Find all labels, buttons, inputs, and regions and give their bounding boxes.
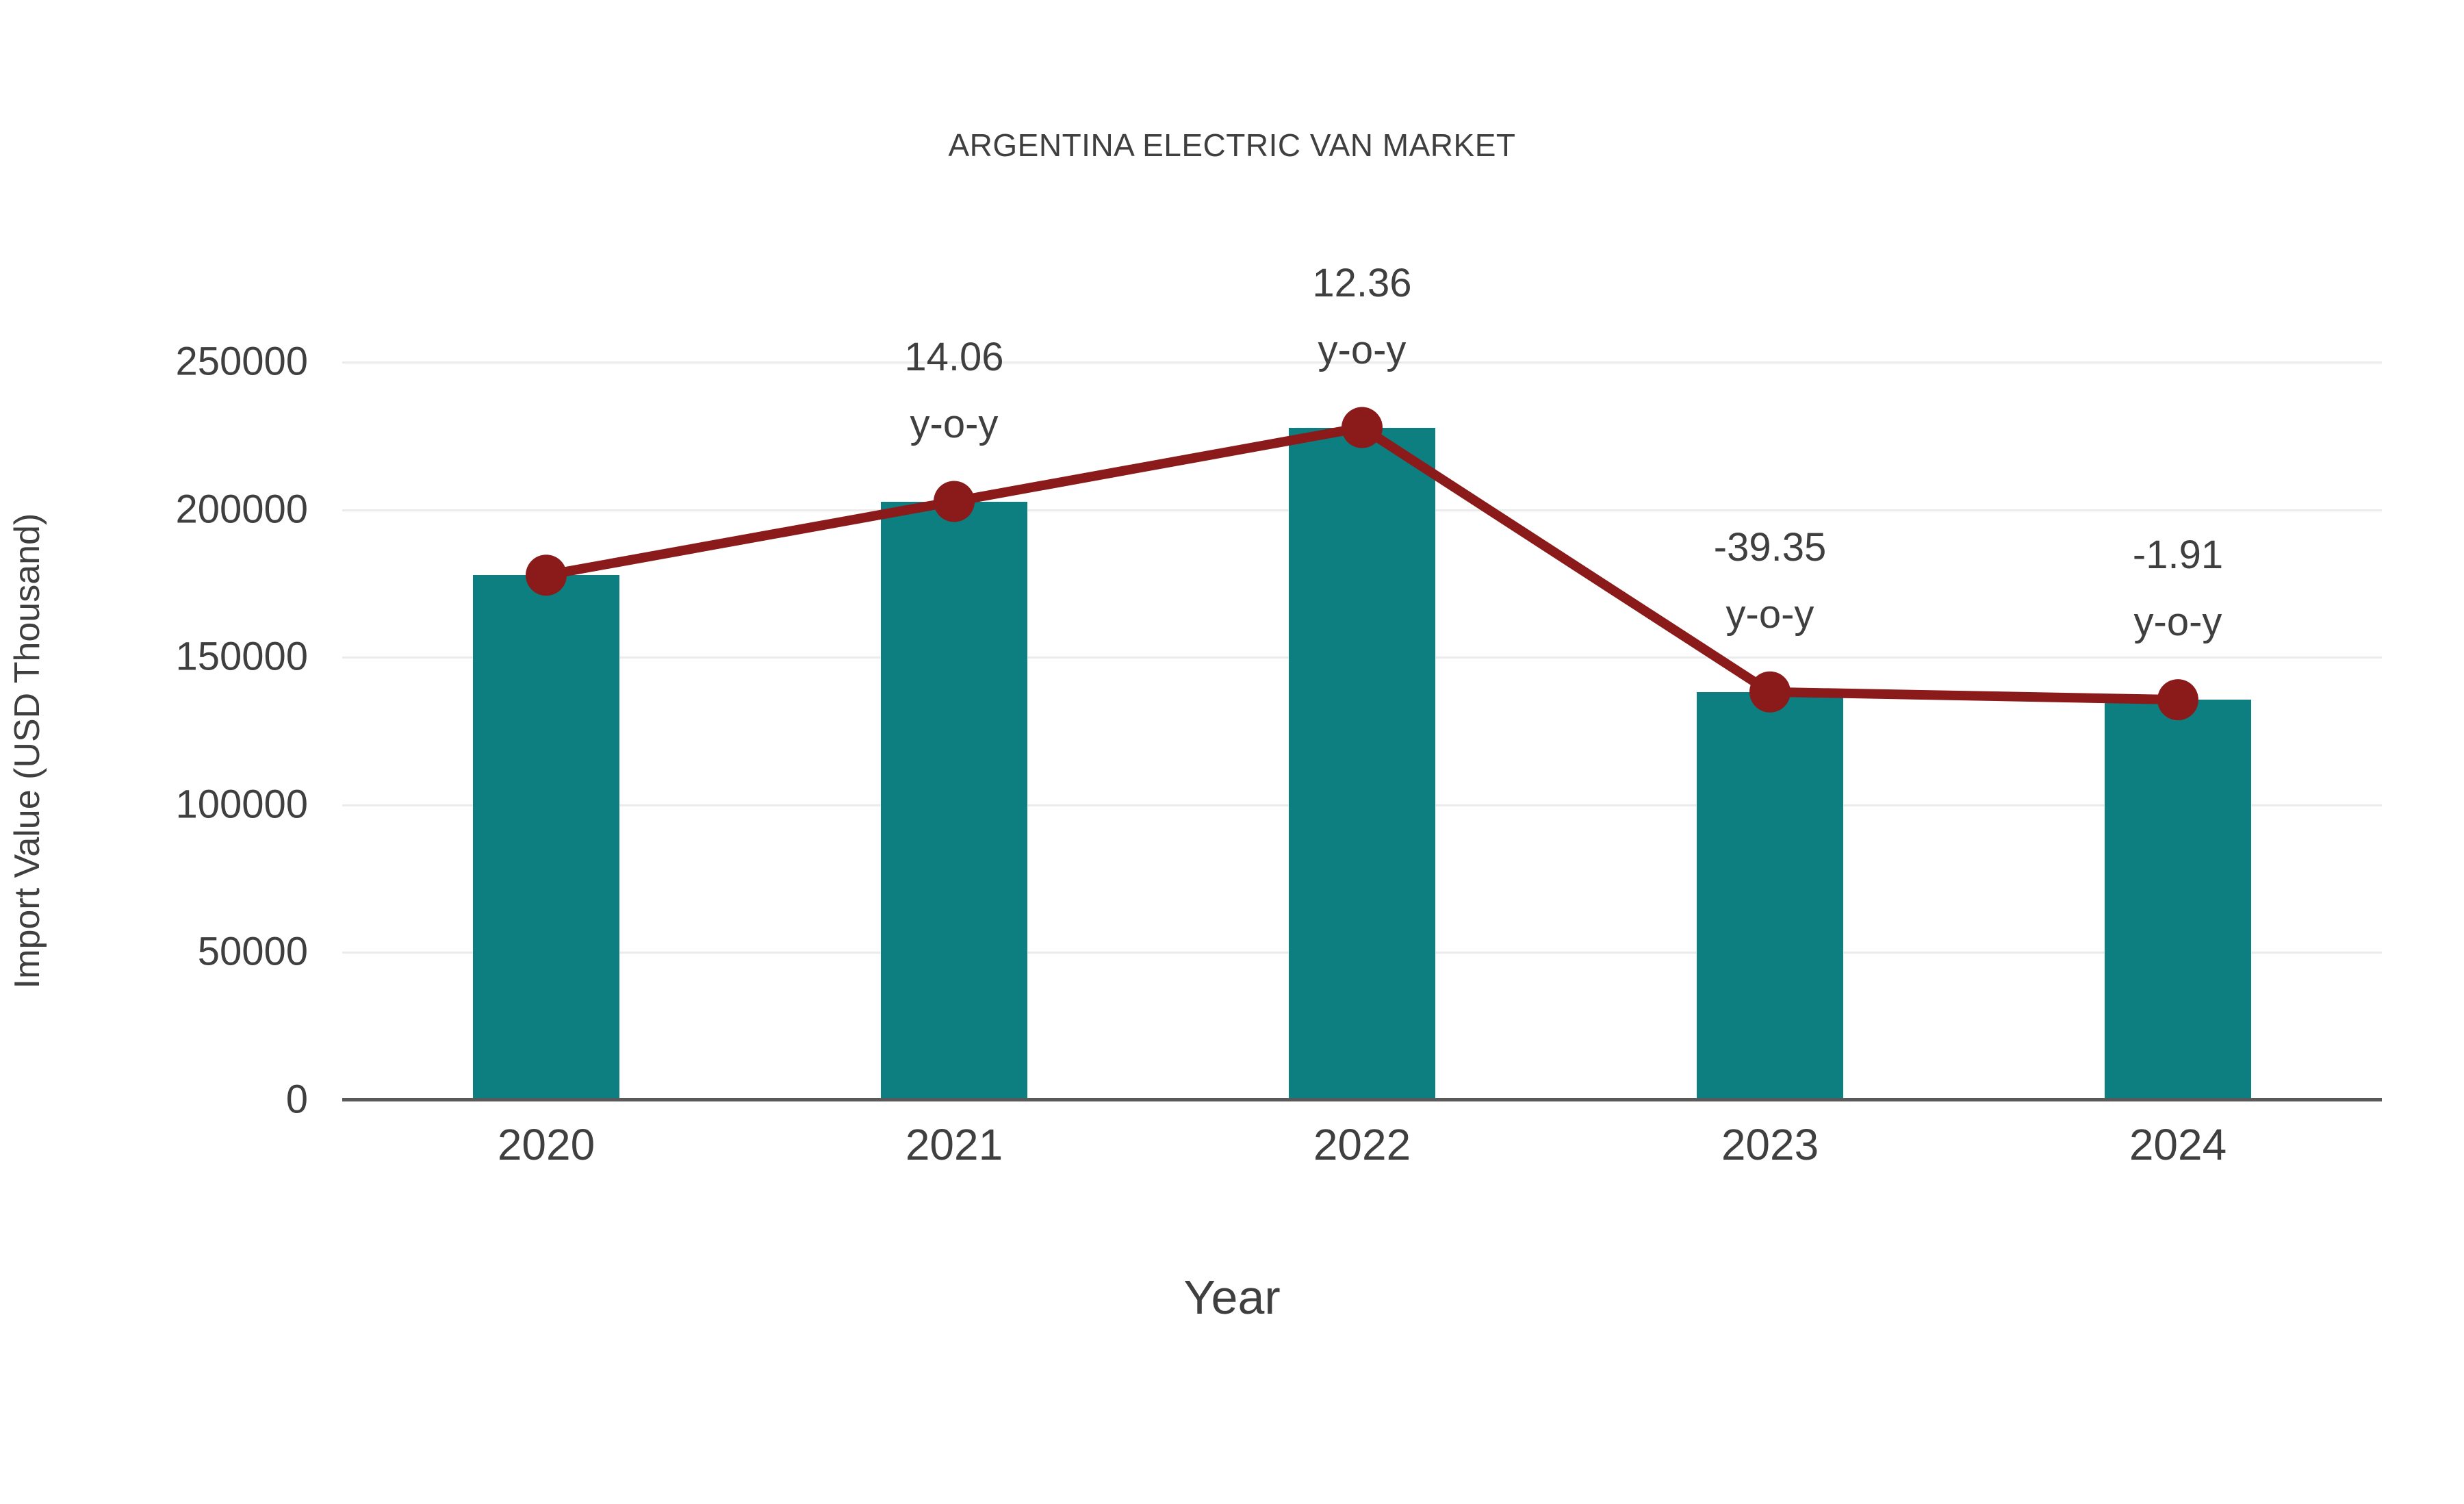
x-axis-line [342, 1098, 2382, 1101]
growth-annotation-unit: y-o-y [1725, 591, 1814, 637]
x-axis-tick-label-2024: 2024 [2129, 1120, 2227, 1169]
bar-2022[interactable] [1289, 427, 1435, 1099]
x-axis-tick-label-2020: 2020 [497, 1120, 595, 1169]
growth-annotation-value: 12.36 [1312, 260, 1412, 305]
bar-2020[interactable] [473, 575, 619, 1099]
chart-title: ARGENTINA ELECTRIC VAN MARKET [948, 127, 1516, 163]
y-axis-tick-label: 150000 [175, 634, 308, 679]
x-axis-tick-label-2022: 2022 [1313, 1120, 1411, 1169]
plot-area [342, 361, 2382, 1101]
growth-annotation-2021: 14.06 y-o-y [776, 337, 1132, 444]
growth-annotation-value: 14.06 [904, 334, 1004, 379]
chart-container: ARGENTINA ELECTRIC VAN MARKET Import Val… [8, 127, 2382, 1324]
y-axis-tick-label: 100000 [175, 782, 308, 827]
x-axis-tick-label-2021: 2021 [905, 1120, 1003, 1169]
y-axis-tick-label: 50000 [197, 929, 308, 974]
x-axis-title: Year [1183, 1271, 1281, 1324]
bar-2024[interactable] [2105, 700, 2251, 1099]
bar-2021[interactable] [881, 501, 1027, 1099]
y-axis-tick-label: 250000 [175, 339, 308, 384]
y-axis-tick-label: 200000 [175, 487, 308, 532]
y-axis-tick-label: 0 [285, 1077, 308, 1122]
gridline [342, 361, 2382, 364]
growth-annotation-unit: y-o-y [910, 401, 999, 446]
growth-annotation-unit: y-o-y [2133, 600, 2222, 645]
growth-annotation-value: -1.91 [2132, 533, 2224, 578]
growth-annotation-2023: -39.35 y-o-y [1592, 524, 1948, 637]
x-axis-tick-label-2023: 2023 [1721, 1120, 1819, 1169]
growth-annotation-2024: -1.91 y-o-y [2000, 535, 2356, 642]
growth-annotation-value: -39.35 [1713, 524, 1827, 570]
growth-annotation-2022: 12.36 y-o-y [1184, 260, 1540, 372]
bar-2023[interactable] [1697, 691, 1843, 1099]
growth-annotation-unit: y-o-y [1318, 327, 1407, 372]
